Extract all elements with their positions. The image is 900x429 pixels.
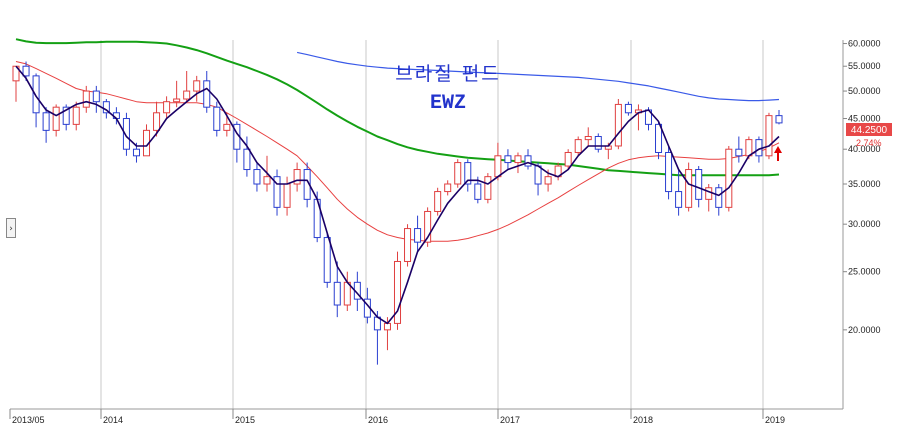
y-tick-label: 35.0000 [848, 179, 881, 189]
candle-down [253, 169, 261, 185]
candle-up [404, 228, 412, 262]
candle-down [92, 90, 100, 103]
candle-down [624, 103, 632, 114]
candle-up [614, 103, 622, 147]
candle-up [494, 155, 502, 178]
candle-down [464, 162, 472, 185]
candle-up [745, 139, 753, 157]
candle-down [534, 165, 542, 185]
last-price-label: 44.2500 [851, 125, 888, 136]
candle-up [173, 98, 181, 103]
candle-down [504, 155, 512, 164]
candle-up [393, 260, 402, 324]
x-tick-label: 2018 [633, 415, 653, 425]
candles-group [12, 61, 783, 365]
candle-down [594, 135, 602, 150]
y-axis-ticks: 60.0000 55.0000 50.0000 45.0000 40.0000 35.00… [843, 39, 881, 335]
ma-long-blue-line [296, 51, 780, 102]
candle-up [564, 151, 572, 167]
candle-up [574, 139, 582, 153]
candle-down [42, 112, 50, 131]
candle-up [163, 101, 171, 114]
candle-down [735, 148, 743, 157]
candle-down [22, 65, 30, 77]
x-tick-label: 2019 [765, 415, 785, 425]
candle-up [263, 176, 271, 185]
x-tick-label: 2013/05 [12, 415, 45, 425]
ma-short-line [15, 65, 780, 325]
candle-down [273, 176, 281, 208]
candle-up [72, 106, 80, 125]
x-tick-label: 2014 [103, 415, 123, 425]
candle-down [213, 106, 221, 131]
candle-up [223, 123, 231, 131]
candle-up [544, 176, 552, 185]
candle-down [414, 228, 422, 243]
candle-up [484, 176, 492, 200]
candle-down [122, 118, 130, 150]
candle-down [695, 169, 703, 200]
candle-down [665, 151, 673, 193]
candle-up [685, 169, 693, 208]
candle-down [243, 148, 251, 171]
chart-title: 브라질 펀드 [395, 63, 500, 85]
candle-up [153, 112, 161, 131]
change-percent-label: 2.74% [856, 138, 882, 148]
y-tick-label: 45.0000 [848, 114, 881, 124]
x-axis-labels: 2013/05 2014 2015 2016 2017 2018 2019 [9, 409, 785, 425]
candle-up [293, 169, 301, 185]
candle-down [675, 191, 683, 208]
candle-up [514, 155, 522, 164]
candle-down [132, 148, 140, 157]
y-tick-label: 20.0000 [848, 325, 881, 335]
candle-down [102, 101, 110, 114]
x-tick-label: 2016 [368, 415, 388, 425]
chart-subtitle: EWZ [430, 92, 466, 115]
y-tick-label: 25.0000 [848, 267, 881, 277]
candle-down [655, 123, 663, 153]
last-price-badge [846, 123, 892, 136]
x-tick-label: 2017 [500, 415, 520, 425]
candle-up [454, 162, 462, 185]
candle-down [775, 115, 783, 124]
candle-down [333, 281, 341, 306]
x-tick-label: 2015 [235, 415, 255, 425]
y-tick-label: 55.0000 [848, 61, 881, 71]
candle-down [474, 183, 482, 200]
candle-down [323, 237, 331, 283]
y-tick-label: 50.0000 [848, 86, 881, 96]
short-moving-average [15, 65, 780, 325]
candle-up [52, 106, 60, 131]
candle-down [62, 106, 70, 125]
candle-up [584, 135, 592, 141]
candle-up [82, 90, 90, 108]
candle-down [524, 155, 532, 167]
moving-average-lines [15, 38, 780, 242]
vertical-gridlines [100, 40, 764, 409]
candle-up [424, 210, 432, 243]
y-tick-label: 30.0000 [848, 219, 881, 229]
candle-up [283, 183, 291, 208]
ma-mid-red-line [15, 61, 780, 242]
candle-down [715, 187, 723, 208]
candle-down [203, 80, 211, 108]
candle-up [765, 115, 773, 157]
candle-up [725, 148, 733, 208]
y-tick-label: 40.0000 [848, 144, 881, 154]
candle-up [383, 322, 391, 331]
candle-up [183, 90, 191, 100]
candle-up [434, 191, 442, 212]
candle-up [705, 187, 713, 200]
candle-up [193, 80, 201, 92]
up-arrow-icon [774, 146, 782, 161]
side-panel-toggle[interactable]: › [6, 218, 16, 238]
candle-up [444, 183, 452, 193]
candle-down [32, 75, 40, 114]
ma-long-green-line [15, 38, 780, 177]
y-tick-label: 60.0000 [848, 39, 881, 49]
